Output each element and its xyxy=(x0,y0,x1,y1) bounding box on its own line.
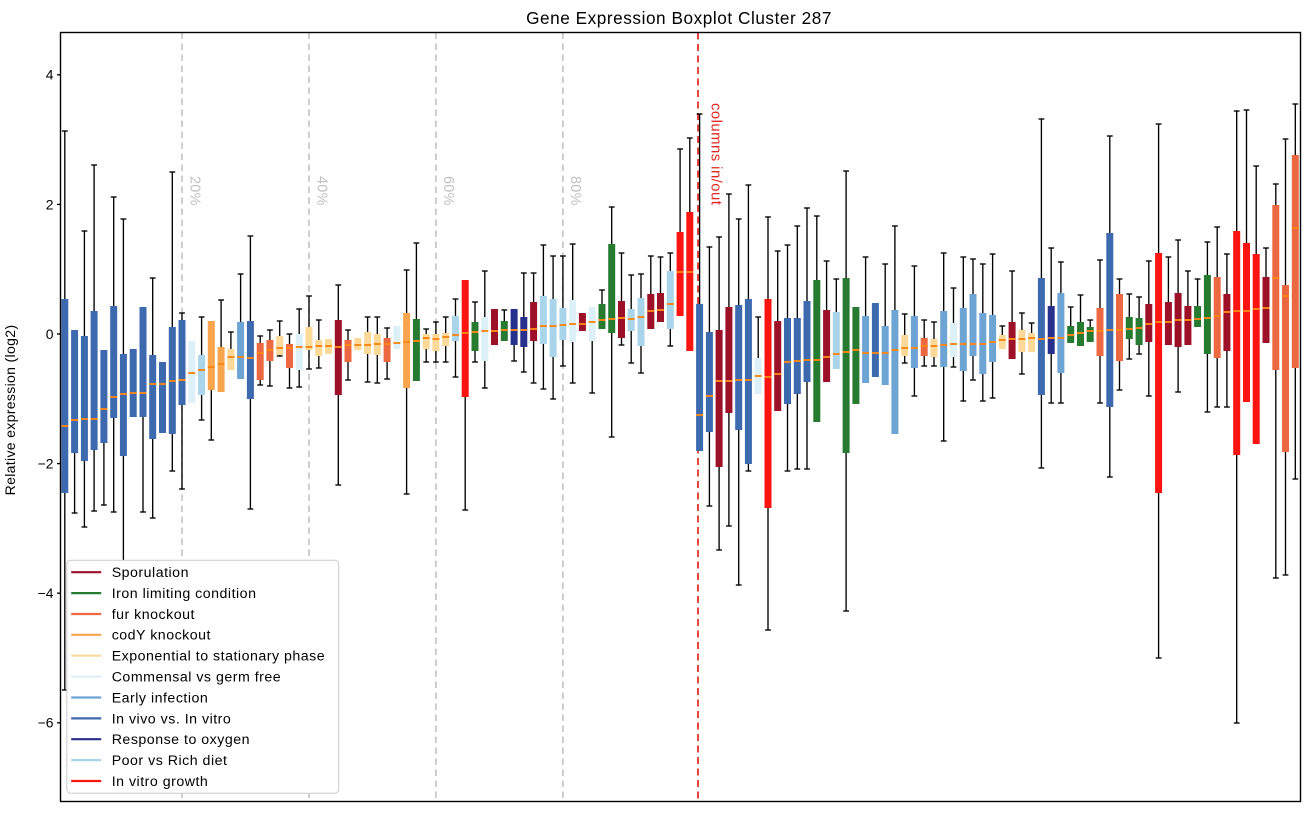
svg-text:In vitro growth: In vitro growth xyxy=(112,774,209,790)
svg-text:−4: −4 xyxy=(38,585,54,601)
svg-text:80%: 80% xyxy=(567,176,583,206)
svg-text:fur knockout: fur knockout xyxy=(112,607,195,623)
svg-text:20%: 20% xyxy=(186,176,202,206)
svg-text:codY knockout: codY knockout xyxy=(112,628,211,644)
svg-text:Iron limiting condition: Iron limiting condition xyxy=(112,586,257,602)
svg-text:Response to oxygen: Response to oxygen xyxy=(112,732,250,748)
svg-text:columns in/out: columns in/out xyxy=(708,103,724,206)
svg-text:Relative expression (log2): Relative expression (log2) xyxy=(2,325,18,496)
svg-text:0: 0 xyxy=(46,326,54,342)
svg-text:60%: 60% xyxy=(440,176,456,206)
svg-text:40%: 40% xyxy=(313,176,329,206)
svg-text:−2: −2 xyxy=(38,456,54,472)
svg-text:2: 2 xyxy=(46,196,54,212)
svg-text:In vivo vs. In vitro: In vivo vs. In vitro xyxy=(112,711,232,727)
svg-text:Sporulation: Sporulation xyxy=(112,565,189,581)
svg-text:Early infection: Early infection xyxy=(112,690,209,706)
svg-text:Commensal vs germ free: Commensal vs germ free xyxy=(112,670,281,686)
svg-text:Gene Expression Boxplot Cluste: Gene Expression Boxplot Cluster 287 xyxy=(526,8,832,28)
svg-text:−6: −6 xyxy=(38,715,54,731)
svg-text:Exponential to stationary phas: Exponential to stationary phase xyxy=(112,649,325,665)
svg-text:Poor vs Rich diet: Poor vs Rich diet xyxy=(112,753,228,769)
svg-text:4: 4 xyxy=(46,67,54,83)
